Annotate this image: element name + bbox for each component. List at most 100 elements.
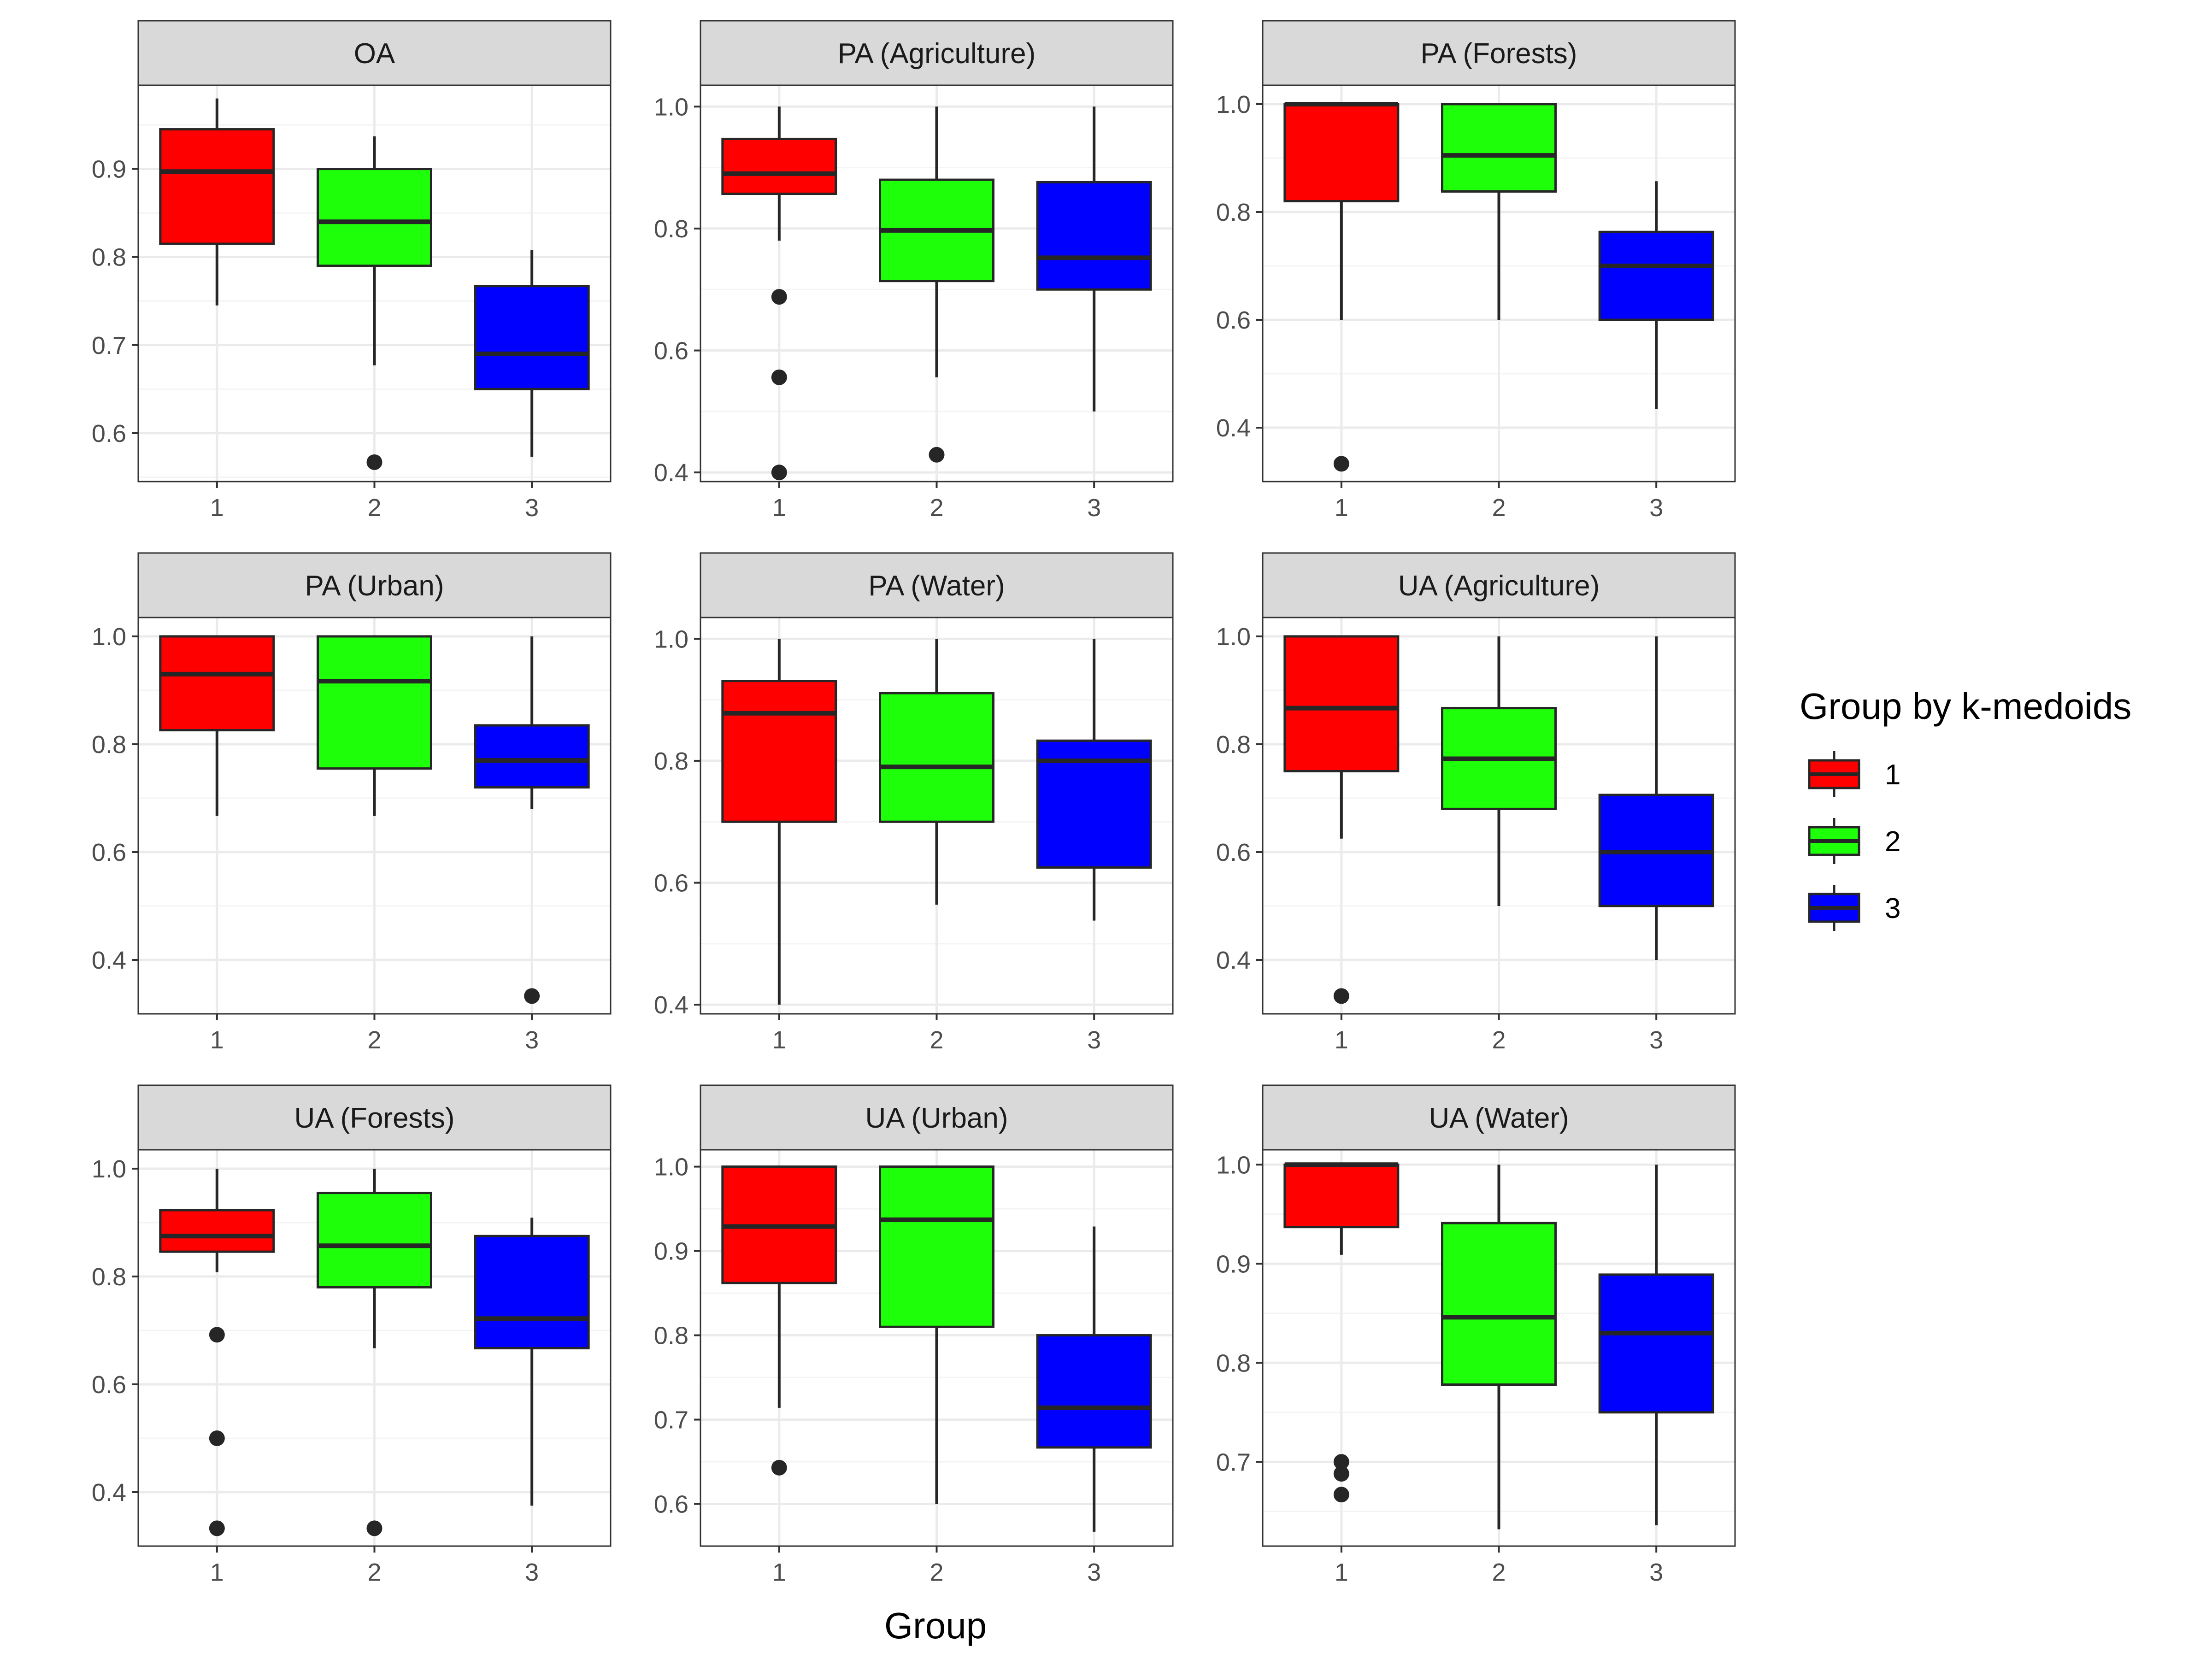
box [1598, 230, 1714, 321]
x-tick-label: 3 [1649, 1559, 1663, 1586]
y-tick-label: 1.0 [92, 623, 126, 651]
box [159, 635, 275, 732]
box [721, 137, 837, 195]
facet-strip [1262, 552, 1736, 618]
outlier-point [209, 1430, 225, 1446]
y-tick-label: 0.6 [1216, 306, 1251, 334]
outlier-point [209, 1327, 225, 1343]
box-group-3 [1036, 639, 1152, 921]
outlier-point [366, 454, 382, 470]
legend-key-1: 1 [1808, 751, 1900, 797]
box [159, 128, 275, 245]
box-group-3 [1598, 181, 1714, 409]
box-group-2 [317, 635, 432, 816]
y-tick-label: 0.8 [92, 244, 126, 271]
box-group-1 [1283, 635, 1400, 1004]
box-group-3 [1036, 1226, 1152, 1532]
panel-ua-water: UA (Water) 0.7 0.8 0.9 1.0 1 2 3 [1216, 1084, 1736, 1586]
box-group-3 [474, 1218, 590, 1506]
panel-ua-urban: UA (Urban) 0.6 0.7 0.8 0.9 1.0 1 2 3 [654, 1084, 1174, 1586]
legend-title: Group by k-medoids [1800, 686, 2131, 727]
legend-key-2: 2 [1808, 818, 1900, 864]
box [1283, 635, 1400, 772]
box [879, 1165, 994, 1328]
x-axis-title: Group [884, 1605, 987, 1646]
x-tick-label: 3 [525, 494, 539, 522]
box-group-3 [1598, 1165, 1714, 1525]
box-group-1 [1283, 101, 1400, 472]
y-tick-label: 0.4 [92, 947, 126, 974]
box [1283, 1163, 1400, 1229]
panel-pa-agriculture: PA (Agriculture) 0.4 0.6 0.8 1.0 1 2 3 [654, 20, 1174, 522]
box [474, 724, 590, 789]
y-tick-label: 0.6 [654, 1491, 688, 1518]
box [1283, 103, 1400, 203]
box [1036, 1334, 1152, 1449]
box-group-2 [317, 136, 432, 470]
x-tick-label: 2 [367, 494, 381, 522]
x-tick-label: 3 [525, 1559, 539, 1586]
box-group-1 [1283, 1162, 1400, 1503]
outlier-point [929, 447, 945, 463]
facet-strip-label: PA (Water) [868, 570, 1005, 602]
box [1441, 103, 1557, 193]
panel-pa-forests: PA (Forests) 0.4 0.6 0.8 1.0 1 2 3 [1216, 20, 1736, 522]
y-tick-label: 0.7 [1216, 1448, 1251, 1476]
x-tick-label: 2 [367, 1559, 381, 1586]
panel-ua-agriculture: UA (Agriculture) 0.4 0.6 0.8 1.0 1 2 3 [1216, 552, 1736, 1054]
y-tick-label: 1.0 [1216, 623, 1251, 651]
box [317, 168, 432, 267]
outlier-point [1333, 1454, 1349, 1470]
box [474, 285, 590, 390]
y-tick-label: 1.0 [1216, 1151, 1251, 1179]
legend-label: 1 [1885, 759, 1900, 791]
x-tick-label: 2 [1492, 494, 1506, 522]
y-tick-label: 0.8 [92, 1263, 126, 1291]
y-tick-label: 0.8 [654, 1322, 688, 1350]
box-group-1 [721, 639, 837, 1005]
y-tick-label: 0.4 [92, 1479, 126, 1506]
facet-strip-label: PA (Forests) [1421, 38, 1577, 70]
y-tick-label: 0.4 [1216, 414, 1251, 442]
box [879, 692, 994, 823]
y-tick-label: 1.0 [92, 1155, 126, 1183]
outlier-point [771, 1459, 787, 1476]
y-tick-label: 0.6 [92, 420, 126, 447]
x-tick-label: 2 [930, 1026, 943, 1054]
outlier-point [366, 1520, 382, 1536]
x-tick-label: 1 [1335, 1026, 1348, 1054]
y-tick-label: 0.8 [1216, 1349, 1251, 1377]
y-tick-label: 0.7 [654, 1406, 688, 1434]
legend-key-3: 3 [1808, 885, 1900, 931]
x-tick-label: 3 [1087, 1026, 1101, 1054]
outlier-point [524, 988, 540, 1004]
facet-strip-label: PA (Urban) [305, 570, 444, 602]
y-tick-label: 1.0 [654, 1153, 688, 1181]
x-tick-label: 1 [210, 1559, 224, 1586]
legend: Group by k-medoids 1 2 3 [1800, 686, 2131, 931]
outlier-point [1333, 1466, 1349, 1482]
box-group-1 [721, 106, 837, 481]
panel-ua-forests: UA (Forests) 0.4 0.6 0.8 1.0 1 2 3 [92, 1084, 612, 1586]
x-tick-label: 1 [772, 1026, 786, 1054]
box-group-2 [879, 1165, 994, 1504]
box [317, 635, 432, 770]
y-tick-label: 0.6 [654, 337, 688, 365]
outlier-point [1333, 456, 1349, 472]
facet-strip-label: UA (Water) [1429, 1102, 1569, 1134]
legend-label: 2 [1885, 826, 1900, 858]
box [1036, 181, 1152, 291]
x-tick-label: 1 [1335, 494, 1348, 522]
box-group-3 [474, 250, 590, 457]
y-tick-label: 0.8 [654, 747, 688, 775]
x-tick-label: 3 [1649, 494, 1663, 522]
x-tick-label: 1 [1335, 1559, 1348, 1586]
facet-strip [137, 552, 612, 618]
box-group-2 [1441, 103, 1557, 320]
facet-strip-label: UA (Agriculture) [1398, 570, 1600, 602]
outlier-point [771, 465, 787, 481]
facet-strip [1262, 20, 1736, 86]
facet-strip-label: OA [354, 38, 395, 70]
y-tick-label: 0.6 [654, 870, 688, 897]
